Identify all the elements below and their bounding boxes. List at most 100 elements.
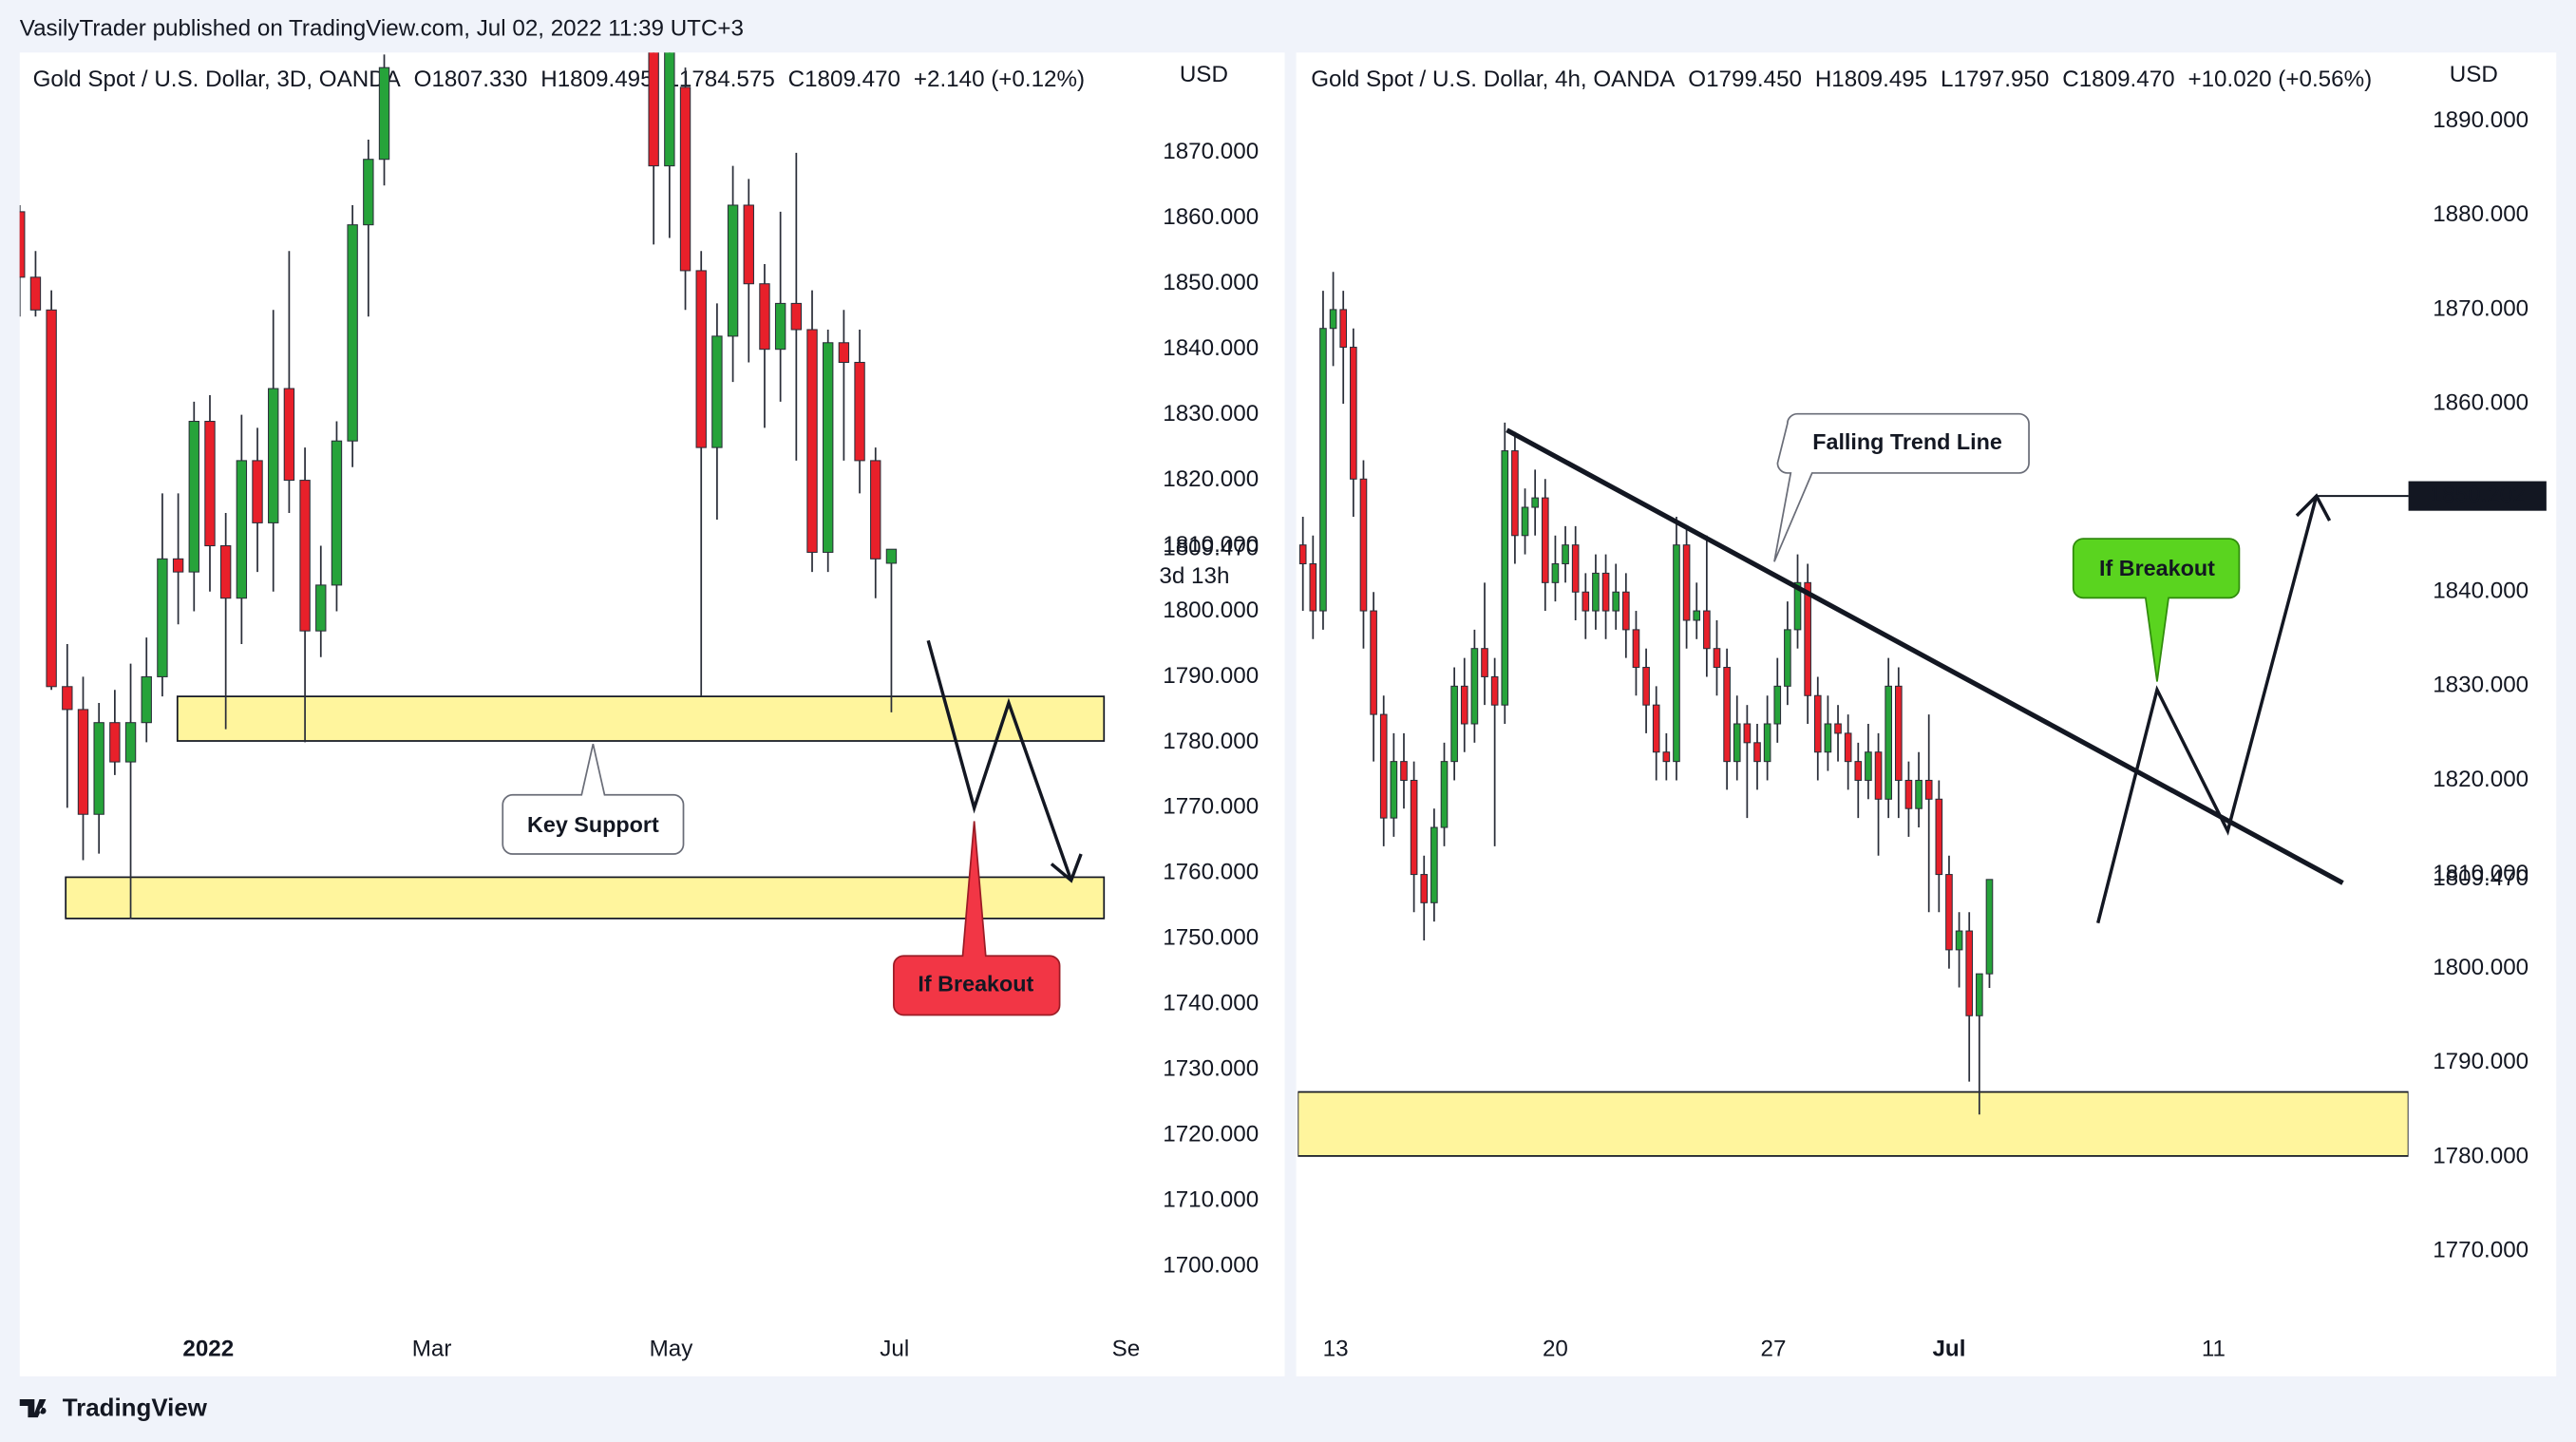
- y-tick-label: 1700.000: [1163, 1252, 1259, 1278]
- callout-text: If Breakout: [918, 972, 1033, 996]
- candle-body: [93, 722, 104, 815]
- last-price-label: 1809.470: [1163, 536, 1259, 561]
- y-tick-label: 1730.000: [1163, 1056, 1259, 1082]
- candle-body: [109, 722, 121, 763]
- candle-body: [1430, 826, 1438, 903]
- candle-body: [1571, 544, 1580, 593]
- candle-body: [1894, 685, 1903, 781]
- support-zone: [65, 876, 1106, 920]
- candle-body: [1703, 610, 1711, 650]
- candle-body: [1673, 544, 1680, 763]
- y-tick-label: 1870.000: [2433, 295, 2529, 321]
- candle-body: [1400, 761, 1408, 781]
- ohlc-readout: +10.020 (+0.56%): [2188, 66, 2372, 92]
- support-zone: [1297, 1091, 2409, 1157]
- candle-body: [1924, 779, 1933, 800]
- candle-body: [1824, 723, 1832, 753]
- candle-body: [1511, 450, 1519, 537]
- candle-body: [1501, 450, 1509, 706]
- arrow-head: [1050, 853, 1083, 883]
- y-tick-label: 1750.000: [1163, 925, 1259, 951]
- y-tick-label: 1860.000: [2433, 389, 2529, 415]
- candle-body: [1844, 732, 1852, 763]
- left-annotations: Key Support If Breakout: [502, 639, 1083, 1016]
- plot-area: [19, 52, 1106, 920]
- candle-body: [1784, 629, 1791, 687]
- candle-body: [1804, 581, 1811, 696]
- y-tick-label: 1840.000: [2433, 579, 2529, 604]
- candle-body: [19, 211, 26, 278]
- candle-body: [157, 558, 168, 677]
- candle-body: [1723, 667, 1731, 763]
- candle-body: [1309, 562, 1317, 612]
- candle-body: [1743, 723, 1752, 744]
- candle-body: [1935, 798, 1943, 876]
- candle-body: [1733, 723, 1741, 763]
- y-tick-label: 1790.000: [2433, 1049, 2529, 1074]
- candle-body: [727, 204, 739, 337]
- candle-body: [1945, 874, 1953, 951]
- x-tick-label: 13: [1323, 1337, 1349, 1362]
- logo-mark: [19, 1399, 47, 1418]
- y-tick-label: 1760.000: [1163, 860, 1259, 885]
- ohlc-readout: O1807.330: [414, 66, 528, 92]
- trend-line: [1506, 427, 2344, 885]
- candle-body: [1592, 572, 1600, 612]
- candle-body: [1562, 544, 1569, 565]
- x-tick-label: 11: [2202, 1337, 2226, 1362]
- candle-body: [46, 309, 57, 688]
- plot-area: [1297, 272, 2409, 1157]
- candle-body: [1460, 685, 1468, 725]
- candle-body: [1713, 648, 1721, 669]
- candle-body: [347, 224, 358, 442]
- candle-body: [774, 302, 786, 351]
- candle-body: [62, 686, 73, 711]
- candle-body: [1763, 723, 1771, 763]
- candle-body: [1410, 779, 1418, 876]
- callout-box: [893, 821, 1061, 1016]
- candle-body: [1319, 328, 1327, 612]
- candle-body: [870, 460, 881, 560]
- candle-body: [806, 329, 818, 553]
- candle-body: [1622, 591, 1630, 631]
- candle-body: [1298, 544, 1307, 565]
- candle-body: [204, 421, 216, 547]
- candle-body: [711, 335, 723, 448]
- y-tick-label: 1770.000: [2433, 1237, 2529, 1262]
- publisher-line: VasilyTrader published on TradingView.co…: [20, 16, 744, 42]
- candle-body: [823, 342, 834, 553]
- candle-body: [1793, 581, 1802, 631]
- candle-body: [1329, 309, 1337, 330]
- y-tick-label: 1820.000: [2433, 767, 2529, 792]
- right-annotations: Falling Trend Line If Breakout: [1773, 412, 2332, 924]
- candle-body: [838, 342, 850, 363]
- candle-body: [1531, 497, 1539, 508]
- left-chart: Gold Spot / U.S. Dollar, 3D, OANDA O1807.…: [19, 52, 1259, 1362]
- candle-body: [1813, 694, 1822, 753]
- ohlc-readout: +2.140 (+0.12%): [914, 66, 1085, 92]
- y-tick-label: 1740.000: [1163, 991, 1259, 1016]
- candle-body: [29, 276, 42, 311]
- x-tick-label: 27: [1761, 1337, 1787, 1362]
- candle-body: [679, 86, 691, 272]
- price-tag-text: 1850.202: [2430, 483, 2526, 508]
- candle-body: [759, 283, 770, 351]
- y-tick-label: 1830.000: [2433, 673, 2529, 698]
- x-tick-label: May: [650, 1337, 694, 1362]
- bar-countdown: 3d 13h: [1159, 563, 1229, 589]
- candle-body: [885, 548, 898, 564]
- candle-body: [124, 722, 137, 763]
- last-price-label: 1809.470: [2433, 865, 2529, 891]
- currency-label: USD: [1180, 62, 1228, 87]
- currency-label: USD: [2450, 62, 2498, 87]
- projection-path: [2096, 495, 2319, 924]
- y-tick-label: 1810.000: [1163, 532, 1259, 558]
- candle-body: [1773, 685, 1782, 725]
- y-tick-label: 1860.000: [1163, 204, 1259, 230]
- y-tick-label: 1870.000: [1163, 139, 1259, 164]
- candle-body: [1904, 779, 1913, 809]
- candle-body: [1652, 704, 1660, 753]
- x-tick-label: 2022: [182, 1337, 234, 1362]
- y-tick-label: 1710.000: [1163, 1186, 1259, 1212]
